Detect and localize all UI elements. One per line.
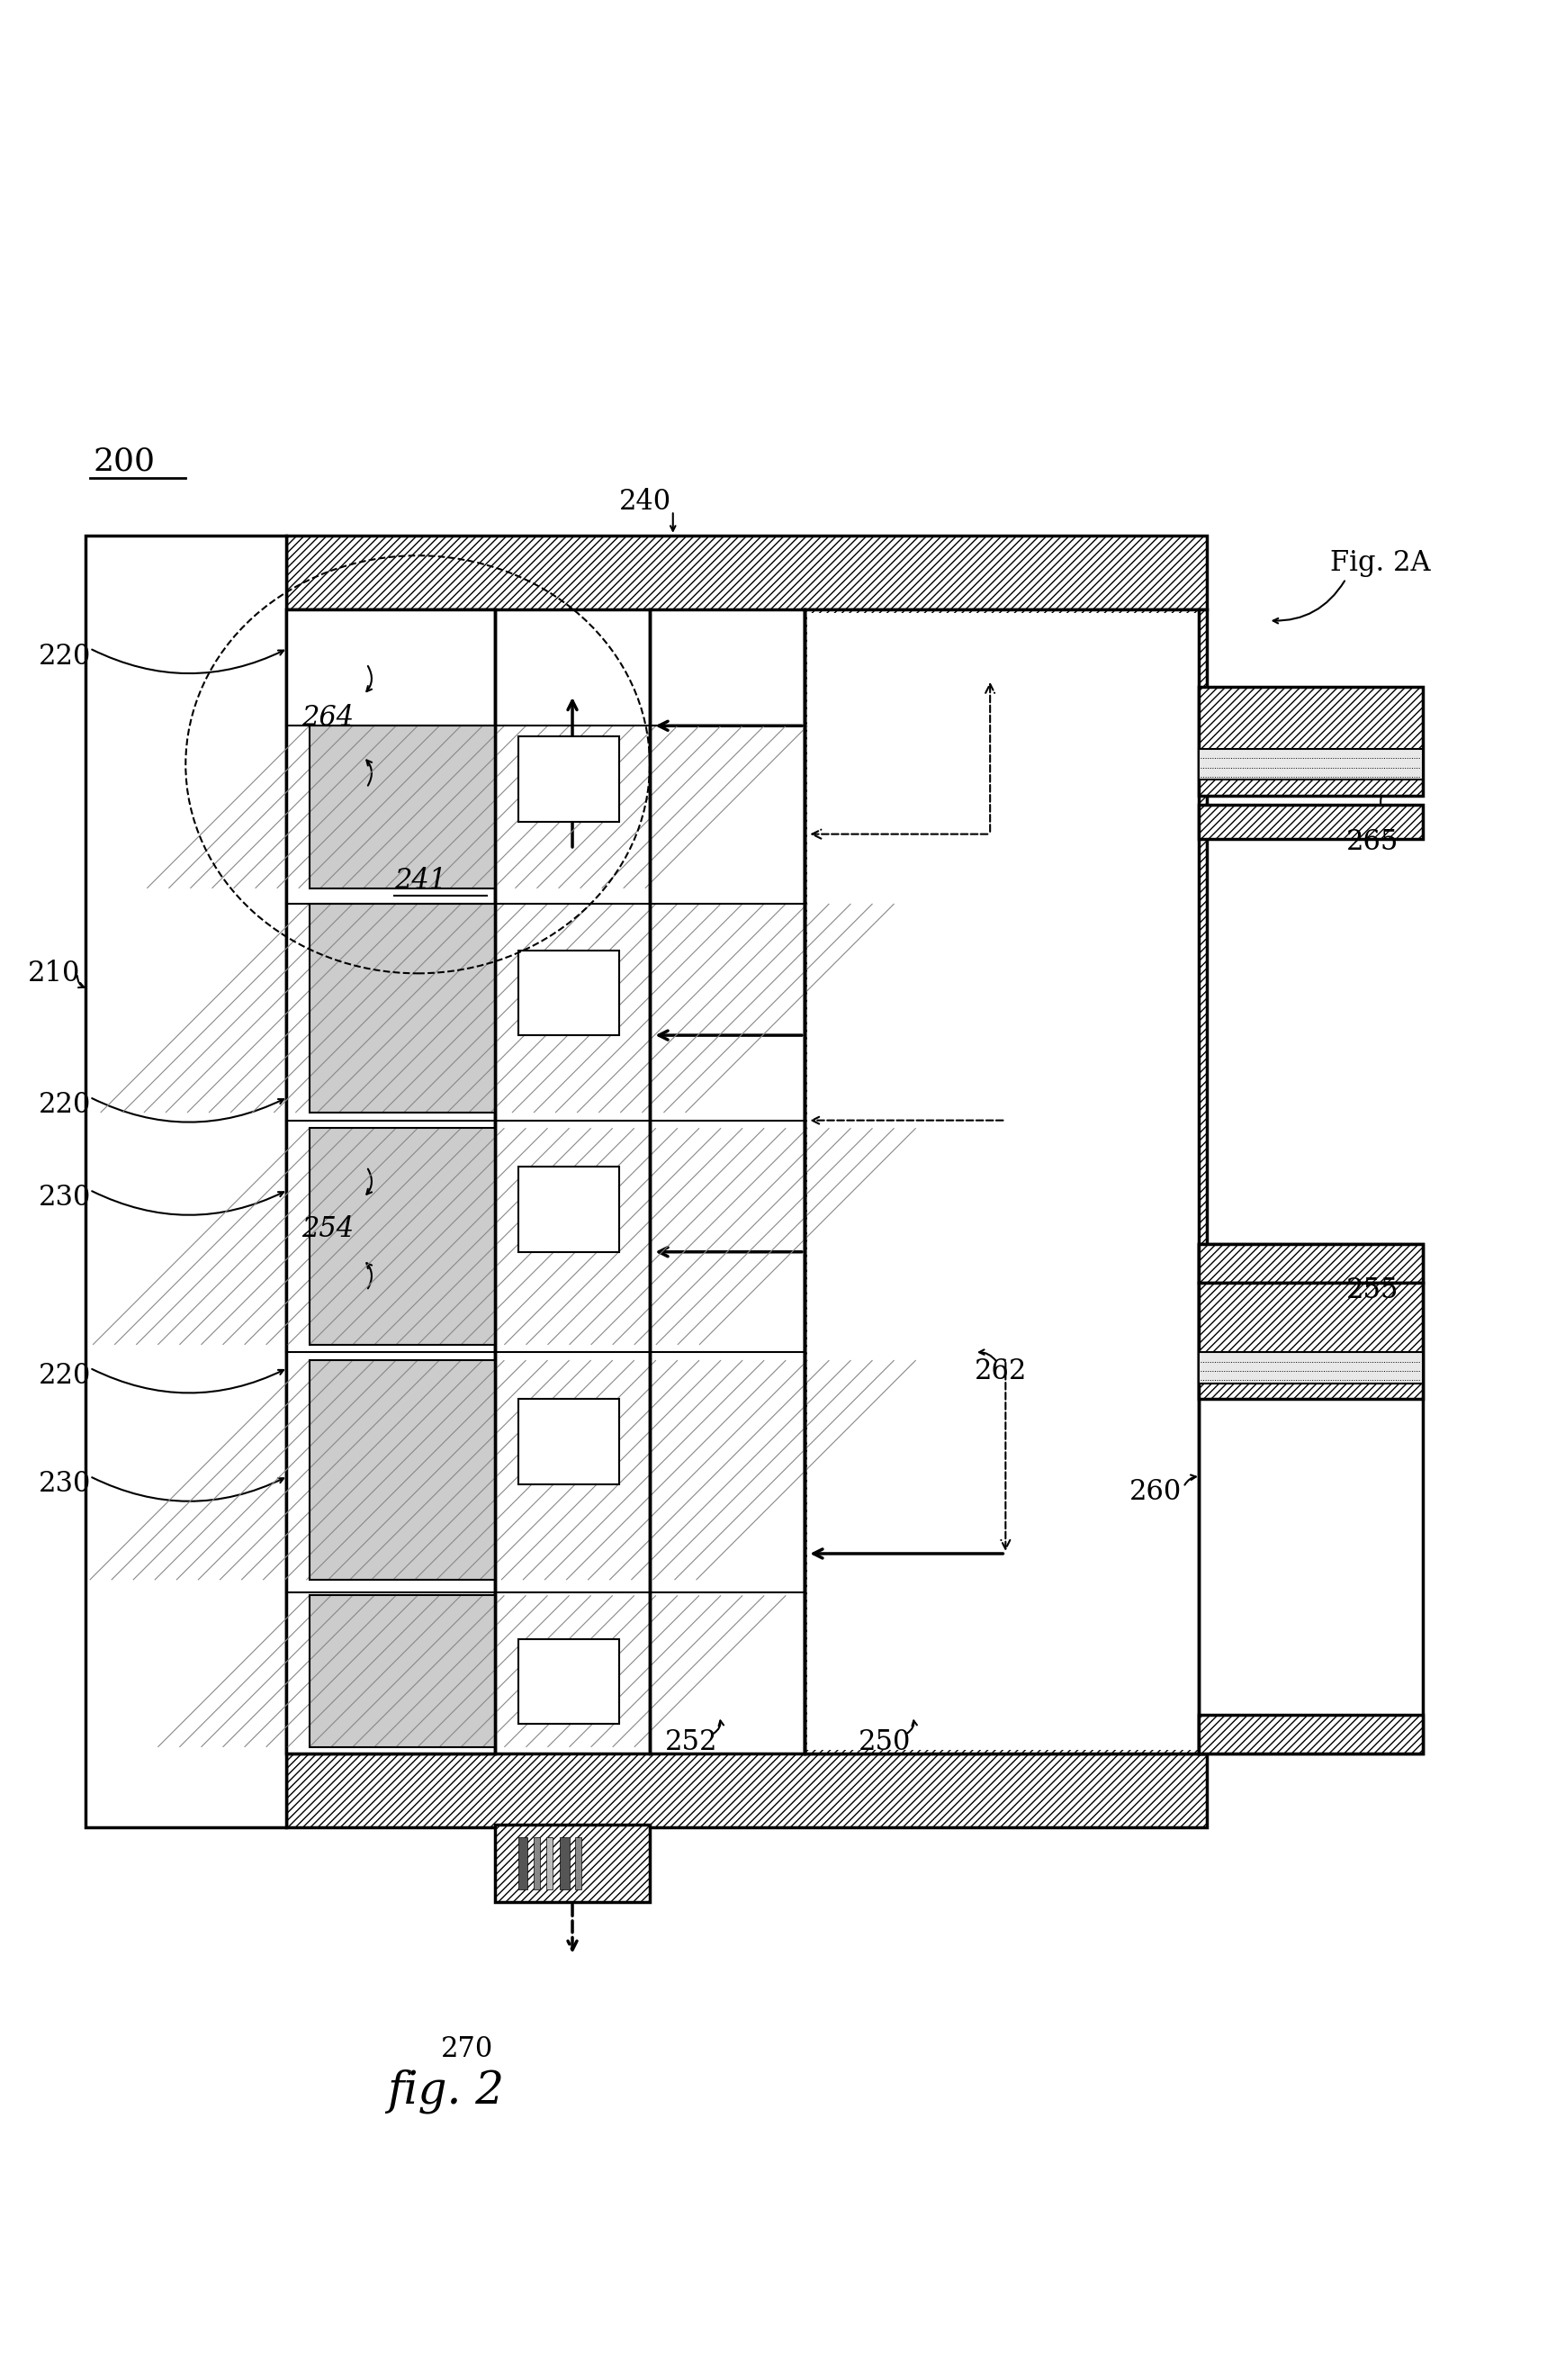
Bar — [1199, 688, 1423, 795]
Bar — [309, 1128, 495, 1345]
Text: fig. 2: fig. 2 — [387, 2068, 504, 2113]
Text: 230: 230 — [39, 1183, 91, 1211]
Bar — [1199, 804, 1423, 838]
Text: 220: 220 — [39, 1361, 91, 1390]
Text: 230: 230 — [39, 1471, 91, 1497]
Bar — [546, 1837, 552, 1890]
Text: 220: 220 — [39, 643, 91, 671]
Text: 241: 241 — [394, 866, 447, 895]
Bar — [309, 904, 495, 1111]
Bar — [1199, 1245, 1423, 1283]
Bar — [804, 609, 1207, 1754]
Bar — [1199, 1352, 1423, 1383]
Bar — [286, 536, 1207, 609]
Bar — [808, 612, 1197, 1749]
Bar — [286, 1754, 1207, 1828]
Text: 264: 264 — [302, 704, 354, 733]
Text: 265: 265 — [1346, 828, 1398, 857]
Bar — [518, 1837, 528, 1890]
Text: 260: 260 — [1129, 1478, 1182, 1507]
Bar — [1199, 1283, 1423, 1399]
Bar — [309, 1595, 495, 1747]
Text: Fig. 2A: Fig. 2A — [1330, 550, 1431, 578]
Text: 240: 240 — [619, 488, 671, 516]
Bar — [309, 1128, 495, 1345]
Bar — [518, 950, 619, 1035]
Bar — [309, 1361, 495, 1580]
Bar — [518, 1640, 619, 1723]
Bar — [575, 1837, 582, 1890]
Bar — [309, 904, 495, 1111]
Text: 270: 270 — [441, 2035, 493, 2063]
Text: 250: 250 — [859, 1728, 911, 1756]
Text: 252: 252 — [665, 1728, 718, 1756]
Bar — [1199, 1245, 1423, 1754]
Bar — [309, 726, 495, 888]
Bar — [518, 1166, 619, 1252]
Text: 200: 200 — [93, 445, 155, 476]
Bar — [309, 726, 495, 888]
Text: 254: 254 — [302, 1214, 354, 1242]
Bar — [309, 1595, 495, 1747]
Text: 210: 210 — [28, 959, 80, 988]
Bar — [518, 738, 619, 821]
Bar — [1199, 750, 1423, 781]
Bar — [534, 1837, 540, 1890]
Bar — [560, 1837, 569, 1890]
Text: 262: 262 — [975, 1357, 1027, 1385]
Bar — [309, 1361, 495, 1580]
Bar — [1199, 1714, 1423, 1754]
Bar — [518, 1399, 619, 1485]
Text: 220: 220 — [39, 1090, 91, 1119]
Bar — [85, 536, 286, 1828]
Bar — [495, 1825, 650, 1902]
Text: 255: 255 — [1346, 1276, 1398, 1304]
Bar — [286, 609, 495, 1754]
